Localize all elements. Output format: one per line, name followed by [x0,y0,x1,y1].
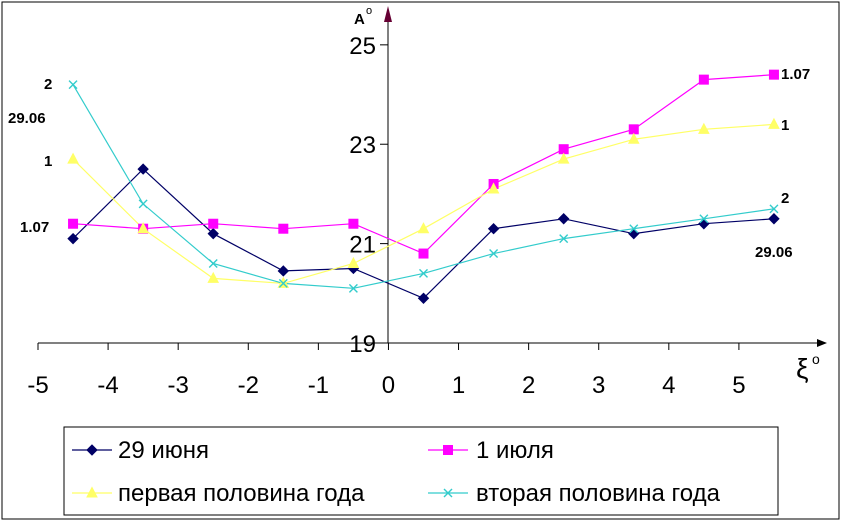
annotation-left-29-06: 29.06 [8,110,46,127]
data-point-first-half [487,182,500,194]
axis-titles: A o ξ o [354,5,820,384]
x-tick-label: 5 [732,372,745,399]
y-axis-label: A [354,11,365,28]
x-axis-label-sup: o [812,351,820,367]
data-point-first-half [557,152,570,164]
legend-marker-second-half [443,488,453,498]
x-tick-label: -3 [168,372,189,399]
legend-marker-29-iyunya [86,444,98,456]
data-point-second-half [629,224,639,234]
data-point-first-half [67,152,79,164]
data-point-29-iyunya [277,265,290,277]
annotation-left-series-2: 2 [44,76,52,93]
x-tick-label: 3 [592,372,605,399]
data-point-29-iyunya [417,292,430,304]
x-tick-label: 4 [662,372,675,399]
data-point-29-iyunya [207,227,219,240]
legend-marker-first-half [86,486,98,498]
axes [38,6,827,347]
data-point-first-half [207,271,220,283]
data-point-second-half [699,214,709,224]
data-point-1-iyulya [698,74,709,85]
annotation-right-1-07: 1.07 [781,66,810,83]
x-axis-arrow [817,339,827,347]
data-point-1-iyulya [68,218,79,229]
data-point-first-half [627,132,640,144]
y-tick-label: 19 [349,331,376,358]
annotation-right-29-06: 29.06 [755,244,793,261]
data-point-29-iyunya [768,213,780,225]
data-point-1-iyulya [768,69,779,80]
data-point-29-iyunya [557,213,570,225]
data-point-first-half [768,117,780,129]
data-point-1-iyulya [278,223,289,234]
data-point-1-iyulya [348,218,359,229]
data-point-29-iyunya [137,163,149,175]
y-tick-label: 23 [349,132,376,159]
legend-label-29-iyunya: 29 июня [118,437,209,464]
data-point-first-half [137,222,149,234]
data-point-first-half [417,222,430,234]
data-point-second-half [559,234,569,244]
data-point-first-half [347,256,360,268]
data-point-second-half [68,80,78,90]
x-tick-label: -4 [97,372,118,399]
legend-label-1-iyulya: 1 июля [476,437,554,464]
legend-box [63,426,779,516]
data-point-1-iyulya [558,144,569,155]
data-point-second-half [489,249,499,259]
data-point-1-iyulya [418,248,429,259]
data-point-second-half [138,199,148,209]
y-axis-arrow [384,6,392,22]
data-point-second-half [208,258,218,268]
series-markers [67,69,780,304]
annotation-left-1-07: 1.07 [20,219,49,236]
legend-marker-1-iyulya [443,445,453,455]
x-tick-label: 1 [452,372,465,399]
annotations: 2 29.06 1 1.07 1.07 1 2 29.06 [8,66,810,261]
legend-label-first-half: первая половина года [118,480,365,507]
data-point-second-half [348,283,358,293]
data-point-1-iyulya [208,218,219,229]
x-tick-label: -2 [238,372,259,399]
data-point-second-half [278,278,288,288]
data-point-1-iyulya [628,124,639,135]
x-axis-label: ξ [796,353,809,384]
y-axis-label-sup: o [366,5,372,17]
x-tick-label: 2 [522,372,535,399]
x-tick-label: -5 [27,372,48,399]
annotation-left-series-1: 1 [44,153,52,170]
x-tick-label: 0 [382,372,395,399]
data-point-29-iyunya [67,232,79,245]
data-point-second-half [419,268,428,278]
data-point-first-half [698,122,710,134]
legend-label-second-half: вторая половина года [476,480,721,507]
legend: 29 июня 1 июля первая половина года вторая … [63,426,779,516]
data-point-second-half [769,204,779,214]
annotation-right-series-2: 2 [781,190,789,207]
annotation-right-series-1: 1 [781,117,789,134]
y-tick-label: 25 [349,33,376,60]
x-tick-label: -1 [308,372,329,399]
data-point-29-iyunya [487,223,500,235]
